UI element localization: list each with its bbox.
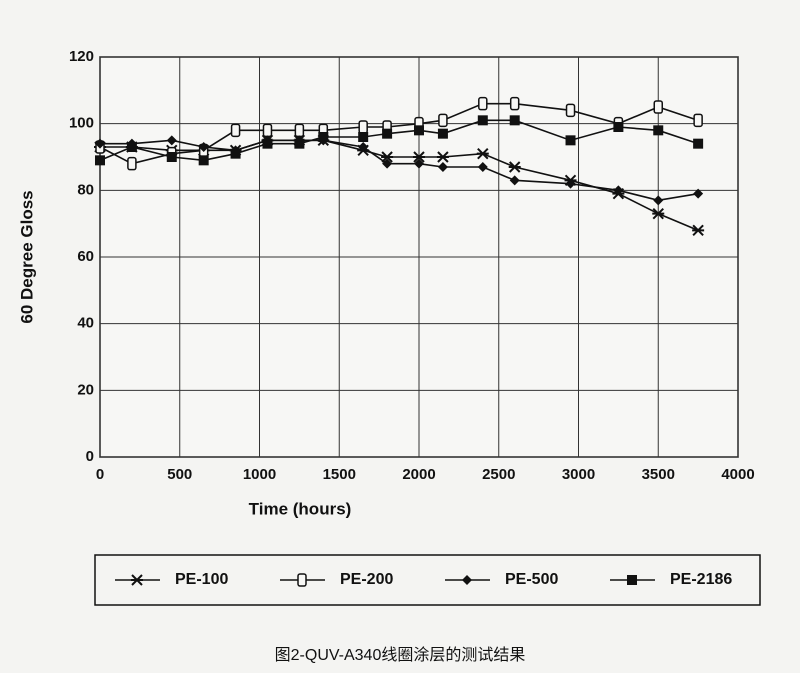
marker bbox=[358, 120, 368, 134]
marker bbox=[166, 152, 177, 162]
marker bbox=[477, 115, 488, 126]
marker bbox=[262, 138, 273, 149]
legend-label: PE-100 bbox=[175, 571, 228, 588]
marker bbox=[95, 155, 105, 166]
marker bbox=[438, 113, 448, 128]
legend-label: PE-500 bbox=[505, 571, 558, 588]
marker bbox=[126, 142, 137, 152]
marker bbox=[294, 123, 305, 138]
marker bbox=[508, 161, 521, 173]
marker bbox=[382, 128, 393, 139]
y-tick-label: 80 bbox=[77, 181, 94, 198]
series-line bbox=[99, 119, 699, 162]
marker bbox=[437, 162, 448, 172]
x-tick-label: 3000 bbox=[562, 466, 595, 483]
marker bbox=[693, 188, 704, 199]
marker bbox=[297, 573, 307, 587]
legend-box bbox=[94, 554, 761, 606]
marker bbox=[653, 125, 664, 136]
marker bbox=[693, 113, 703, 128]
marker bbox=[627, 575, 637, 585]
legend-label: PE-200 bbox=[340, 571, 393, 588]
series-line bbox=[100, 139, 699, 202]
marker bbox=[95, 138, 105, 149]
legend-label: PE-2186 bbox=[670, 571, 732, 588]
x-tick-label: 0 bbox=[96, 466, 104, 483]
x-tick-label: 1500 bbox=[323, 466, 356, 483]
marker bbox=[565, 178, 576, 189]
marker bbox=[653, 195, 664, 206]
marker bbox=[381, 151, 394, 163]
marker bbox=[509, 175, 520, 186]
marker bbox=[198, 155, 209, 166]
marker bbox=[127, 156, 137, 171]
marker bbox=[198, 142, 209, 152]
marker bbox=[462, 575, 472, 585]
marker bbox=[692, 224, 705, 237]
marker bbox=[230, 148, 241, 159]
x-tick-label: 500 bbox=[167, 466, 192, 483]
marker bbox=[509, 96, 520, 111]
y-tick-label: 60 bbox=[77, 248, 94, 265]
y-tick-label: 20 bbox=[77, 381, 94, 398]
y-tick-label: 0 bbox=[86, 448, 94, 465]
marker bbox=[318, 132, 329, 142]
x-tick-label: 2000 bbox=[402, 466, 435, 483]
marker bbox=[613, 122, 624, 132]
marker bbox=[613, 185, 624, 196]
marker bbox=[262, 123, 273, 138]
marker bbox=[358, 132, 369, 142]
series-line bbox=[99, 102, 699, 165]
marker bbox=[693, 138, 704, 149]
marker bbox=[652, 207, 665, 220]
marker bbox=[509, 115, 520, 126]
marker bbox=[131, 574, 143, 586]
marker bbox=[437, 128, 448, 139]
caption: 图2-QUV-A340线圈涂层的测试结果 bbox=[275, 646, 526, 664]
y-tick-label: 100 bbox=[69, 115, 94, 132]
marker bbox=[477, 162, 488, 172]
marker bbox=[358, 142, 369, 152]
y-tick-label: 40 bbox=[77, 315, 94, 332]
marker bbox=[653, 100, 663, 114]
marker bbox=[414, 158, 424, 169]
marker bbox=[476, 147, 489, 160]
marker bbox=[414, 125, 424, 136]
x-axis-title: Time (hours) bbox=[249, 499, 352, 518]
x-tick-label: 2500 bbox=[482, 466, 515, 483]
x-tick-label: 1000 bbox=[243, 466, 276, 483]
marker bbox=[413, 151, 425, 163]
x-tick-label: 3500 bbox=[642, 466, 675, 483]
marker bbox=[382, 158, 393, 169]
marker bbox=[436, 151, 449, 163]
marker bbox=[565, 135, 576, 146]
marker bbox=[565, 103, 576, 118]
y-tick-label: 120 bbox=[69, 48, 94, 65]
marker bbox=[478, 96, 488, 111]
marker bbox=[294, 138, 305, 149]
marker bbox=[166, 135, 177, 146]
y-axis-title: 60 Degree Gloss bbox=[17, 190, 36, 323]
x-tick-label: 4000 bbox=[721, 466, 754, 483]
marker bbox=[230, 123, 241, 138]
